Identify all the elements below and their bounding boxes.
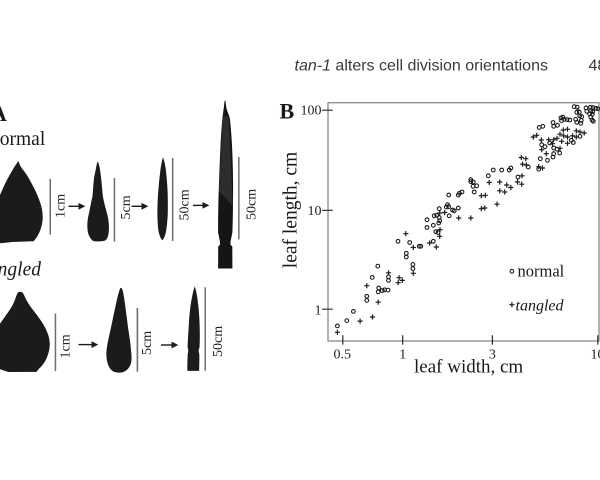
svg-text:tangled: tangled (0, 260, 41, 281)
svg-text:tangled: tangled (516, 298, 565, 315)
svg-text:1cm: 1cm (54, 194, 69, 218)
svg-text:normal: normal (518, 262, 565, 281)
svg-text:10: 10 (591, 348, 600, 363)
svg-text:48: 48 (589, 58, 600, 75)
svg-text:5cm: 5cm (140, 331, 155, 355)
svg-text:1: 1 (399, 348, 406, 363)
svg-text:50cm: 50cm (178, 189, 193, 220)
svg-text:100: 100 (301, 104, 322, 119)
svg-text:5cm: 5cm (119, 195, 134, 219)
svg-text:A: A (0, 101, 7, 126)
svg-text:3: 3 (489, 348, 496, 363)
svg-text:normal: normal (0, 129, 46, 150)
svg-text:1: 1 (315, 303, 322, 318)
svg-text:leaf width, cm: leaf width, cm (414, 357, 523, 378)
svg-text:leaf length, cm: leaf length, cm (281, 152, 302, 268)
svg-text:B: B (280, 99, 295, 124)
svg-text:0.5: 0.5 (334, 348, 352, 363)
svg-text:50cm: 50cm (211, 326, 226, 357)
svg-text:tan-1 alters cell division ori: tan-1 alters cell division orientations (295, 58, 548, 75)
svg-text:10: 10 (308, 204, 322, 219)
svg-text:1cm: 1cm (59, 334, 74, 358)
svg-text:50cm: 50cm (245, 189, 260, 220)
